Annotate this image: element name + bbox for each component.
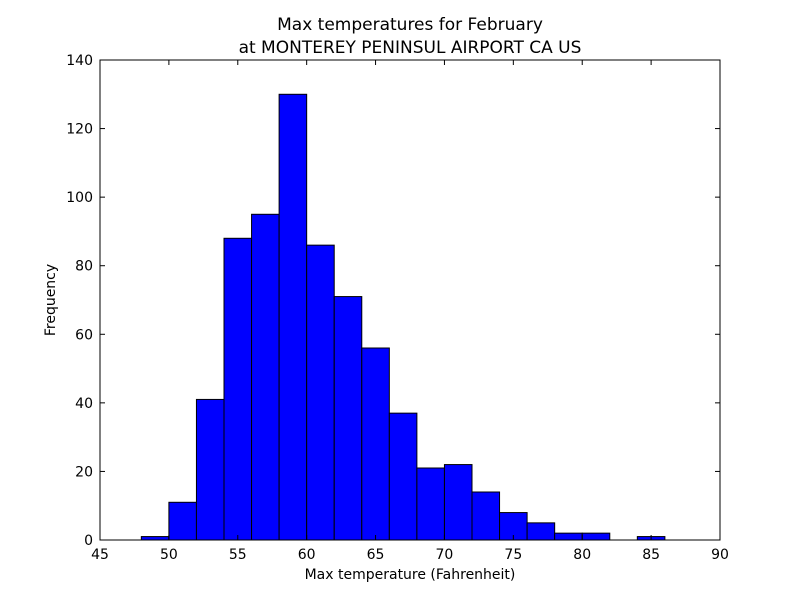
histogram-bar: [278, 93, 308, 541]
histogram-bar: [416, 467, 445, 541]
y-tick-label: 80: [75, 259, 93, 275]
histogram-bar: [361, 347, 390, 541]
y-ticks-group: 0 20 40 60 80 100 120 140: [66, 53, 720, 549]
x-tick-label: 70: [436, 547, 454, 563]
y-tick-label: 0: [84, 533, 93, 549]
histogram-bar: [195, 398, 225, 541]
bars-group: [140, 93, 666, 541]
x-ticks-group: 45 50 55 60 65 70 75 80 85 90: [91, 60, 729, 563]
y-tick-label: 40: [75, 396, 93, 412]
histogram-bar: [554, 532, 583, 541]
x-tick-label: 60: [298, 547, 316, 563]
histogram-bar: [251, 213, 280, 541]
histogram-bar: [581, 532, 611, 541]
x-tick-label: 55: [229, 547, 247, 563]
histogram-bar: [333, 296, 363, 541]
x-tick-label: 85: [642, 547, 660, 563]
y-axis-label: Frequency: [43, 264, 59, 336]
x-tick-label: 45: [91, 547, 109, 563]
y-tick-label: 60: [75, 327, 93, 343]
x-tick-label: 75: [504, 547, 522, 563]
plot-frame: [99, 59, 721, 541]
y-tick-label: 120: [66, 122, 93, 138]
histogram-bar: [388, 412, 418, 541]
histogram-bar: [471, 491, 501, 541]
histogram-bar: [223, 237, 253, 541]
x-tick-label: 90: [711, 547, 729, 563]
x-tick-label: 50: [160, 547, 178, 563]
histogram-bar: [526, 522, 556, 541]
chart-title-line-1: Max temperatures for February: [277, 15, 543, 35]
histogram-bar: [140, 536, 170, 541]
chart-title-line-2: at MONTEREY PENINSUL AIRPORT CA US: [239, 38, 582, 58]
histogram-bar: [443, 464, 473, 541]
x-tick-label: 80: [573, 547, 591, 563]
y-tick-label: 100: [66, 190, 93, 206]
x-axis-label: Max temperature (Fahrenheit): [305, 567, 516, 583]
x-tick-label: 65: [367, 547, 385, 563]
histogram-bar: [306, 244, 335, 541]
y-tick-label: 20: [75, 464, 93, 480]
histogram-bar: [168, 501, 197, 541]
y-tick-label: 140: [66, 53, 93, 69]
